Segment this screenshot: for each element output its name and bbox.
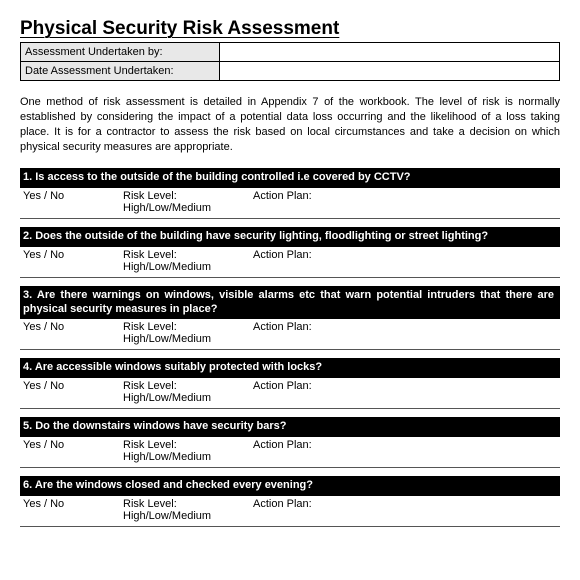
meta-row-date: Date Assessment Undertaken: xyxy=(21,62,560,81)
meta-label-undertaken-by: Assessment Undertaken by: xyxy=(21,43,220,62)
meta-row-undertaken-by: Assessment Undertaken by: xyxy=(21,43,560,62)
question-header: 1. Is access to the outside of the build… xyxy=(20,168,560,188)
questions-container: 1. Is access to the outside of the build… xyxy=(20,168,560,526)
yes-no-field[interactable]: Yes / No xyxy=(23,498,123,522)
question-body: Yes / NoRisk Level: High/Low/MediumActio… xyxy=(20,247,560,278)
action-plan-field[interactable]: Action Plan: xyxy=(253,321,557,345)
question-block: 2. Does the outside of the building have… xyxy=(20,227,560,278)
question-block: 1. Is access to the outside of the build… xyxy=(20,168,560,219)
risk-level-field[interactable]: Risk Level: High/Low/Medium xyxy=(123,439,253,463)
question-text: Are the windows closed and checked every… xyxy=(35,479,313,491)
question-block: 3. Are there warnings on windows, visibl… xyxy=(20,286,560,351)
risk-level-field[interactable]: Risk Level: High/Low/Medium xyxy=(123,321,253,345)
action-plan-field[interactable]: Action Plan: xyxy=(253,380,557,404)
meta-value-undertaken-by[interactable] xyxy=(220,43,560,62)
intro-paragraph: One method of risk assessment is detaile… xyxy=(20,95,560,154)
page-title: Physical Security Risk Assessment xyxy=(20,18,560,40)
question-header: 6. Are the windows closed and checked ev… xyxy=(20,476,560,496)
question-header: 5. Do the downstairs windows have securi… xyxy=(20,417,560,437)
yes-no-field[interactable]: Yes / No xyxy=(23,190,123,214)
yes-no-field[interactable]: Yes / No xyxy=(23,321,123,345)
risk-level-field[interactable]: Risk Level: High/Low/Medium xyxy=(123,249,253,273)
question-block: 5. Do the downstairs windows have securi… xyxy=(20,417,560,468)
question-header: 4. Are accessible windows suitably prote… xyxy=(20,358,560,378)
risk-level-field[interactable]: Risk Level: High/Low/Medium xyxy=(123,190,253,214)
yes-no-field[interactable]: Yes / No xyxy=(23,439,123,463)
meta-value-date[interactable] xyxy=(220,62,560,81)
question-text: Are accessible windows suitably protecte… xyxy=(35,361,322,373)
action-plan-field[interactable]: Action Plan: xyxy=(253,498,557,522)
action-plan-field[interactable]: Action Plan: xyxy=(253,439,557,463)
action-plan-field[interactable]: Action Plan: xyxy=(253,190,557,214)
question-body: Yes / NoRisk Level: High/Low/MediumActio… xyxy=(20,496,560,527)
question-number: 1. xyxy=(23,171,35,183)
yes-no-field[interactable]: Yes / No xyxy=(23,380,123,404)
question-text: Are there warnings on windows, visible a… xyxy=(23,289,554,315)
question-body: Yes / NoRisk Level: High/Low/MediumActio… xyxy=(20,188,560,219)
question-number: 4. xyxy=(23,361,35,373)
meta-label-date: Date Assessment Undertaken: xyxy=(21,62,220,81)
question-text: Does the outside of the building have se… xyxy=(35,230,488,242)
question-number: 2. xyxy=(23,230,35,242)
question-header: 3. Are there warnings on windows, visibl… xyxy=(20,286,560,320)
question-number: 3. xyxy=(23,289,37,301)
question-number: 5. xyxy=(23,420,35,432)
risk-level-field[interactable]: Risk Level: High/Low/Medium xyxy=(123,380,253,404)
question-text: Is access to the outside of the building… xyxy=(35,171,410,183)
risk-level-field[interactable]: Risk Level: High/Low/Medium xyxy=(123,498,253,522)
question-number: 6. xyxy=(23,479,35,491)
question-body: Yes / NoRisk Level: High/Low/MediumActio… xyxy=(20,378,560,409)
question-body: Yes / NoRisk Level: High/Low/MediumActio… xyxy=(20,437,560,468)
meta-table: Assessment Undertaken by: Date Assessmen… xyxy=(20,42,560,81)
question-body: Yes / NoRisk Level: High/Low/MediumActio… xyxy=(20,319,560,350)
action-plan-field[interactable]: Action Plan: xyxy=(253,249,557,273)
question-block: 4. Are accessible windows suitably prote… xyxy=(20,358,560,409)
question-header: 2. Does the outside of the building have… xyxy=(20,227,560,247)
question-block: 6. Are the windows closed and checked ev… xyxy=(20,476,560,527)
question-text: Do the downstairs windows have security … xyxy=(35,420,286,432)
yes-no-field[interactable]: Yes / No xyxy=(23,249,123,273)
